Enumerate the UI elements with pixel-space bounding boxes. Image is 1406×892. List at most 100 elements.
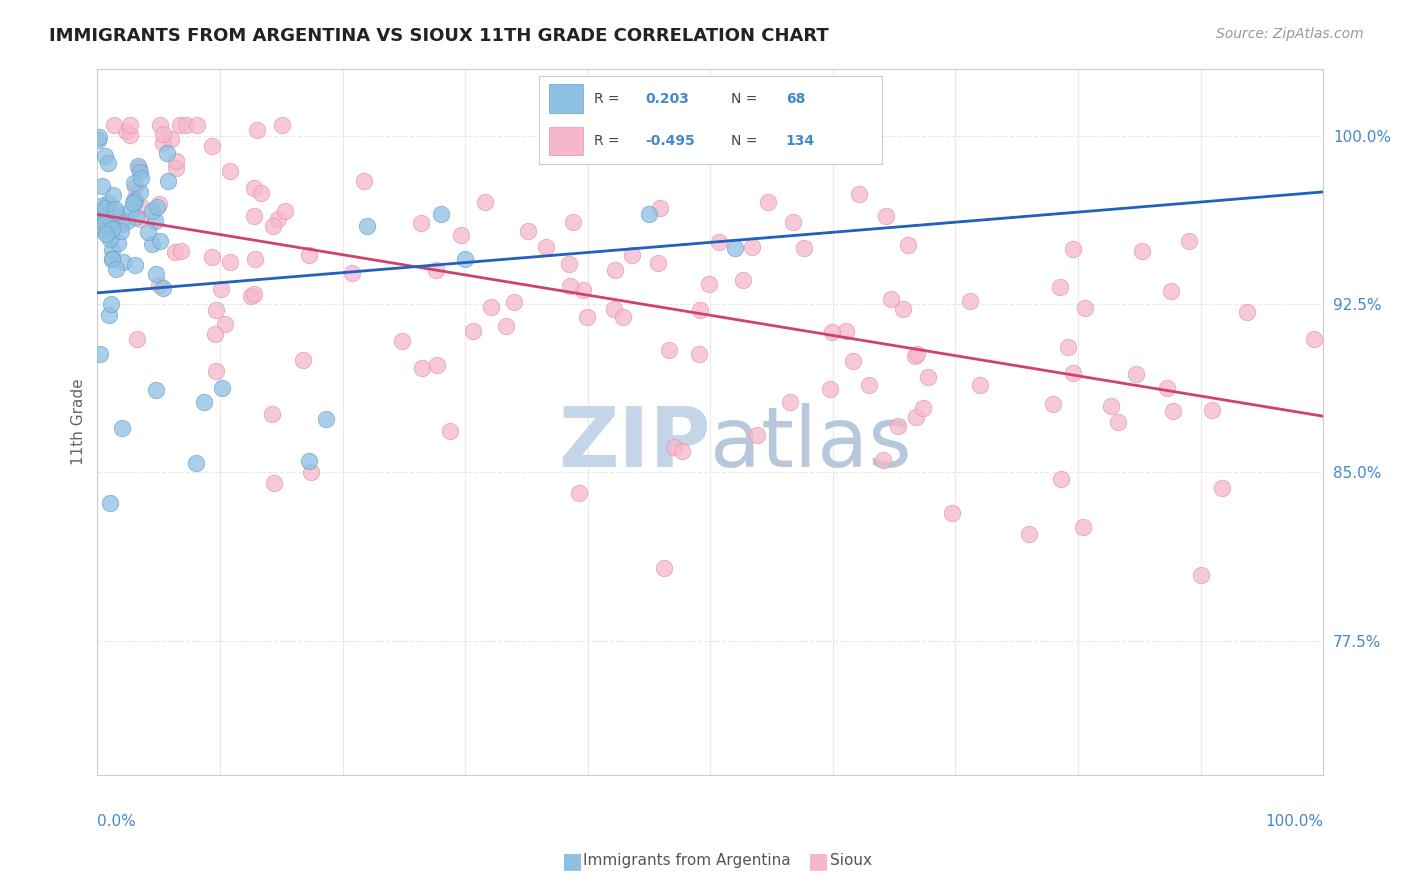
Point (291, 352, 314, 367)
Text: Sioux: Sioux (830, 854, 872, 868)
Point (1130, 244, 1153, 259)
Point (243, 252, 266, 266)
Point (297, 248, 319, 262)
Point (101, 222, 124, 236)
Point (620, 248, 643, 262)
Point (842, 354, 865, 368)
Point (104, 205, 127, 219)
Point (89, 347, 111, 361)
Point (1191, 567, 1213, 582)
Point (141, 237, 163, 252)
Point (111, 254, 134, 268)
Point (201, 139, 224, 153)
Point (568, 486, 591, 500)
Point (534, 240, 557, 254)
Point (872, 452, 894, 467)
Point (1073, 301, 1095, 315)
Point (149, 118, 172, 132)
Point (94, 215, 117, 229)
Point (779, 395, 801, 409)
Point (91, 219, 114, 234)
Point (145, 268, 167, 282)
Point (136, 225, 159, 239)
Point (662, 440, 685, 454)
Point (201, 251, 224, 265)
Point (98, 308, 121, 322)
Point (105, 209, 128, 223)
Point (128, 161, 150, 176)
Point (94, 201, 117, 215)
Point (479, 300, 502, 314)
Point (266, 212, 288, 227)
Point (193, 395, 215, 409)
Point (724, 241, 747, 255)
Point (969, 378, 991, 392)
Point (104, 202, 127, 217)
Point (733, 273, 755, 287)
Point (124, 193, 146, 207)
Point (1211, 481, 1233, 495)
Point (111, 421, 134, 435)
Point (145, 384, 167, 398)
Point (211, 381, 233, 395)
Point (652, 561, 675, 575)
Point (87, 130, 110, 145)
Point (186, 456, 208, 470)
Point (263, 475, 285, 490)
Point (218, 254, 240, 268)
Point (143, 214, 166, 228)
Point (127, 332, 149, 346)
Point (91, 211, 114, 226)
Point (821, 325, 844, 339)
Point (391, 334, 413, 348)
Point (299, 465, 322, 479)
Point (127, 159, 149, 173)
Point (907, 347, 929, 361)
Point (1161, 403, 1184, 417)
Point (439, 425, 461, 439)
Point (502, 294, 524, 309)
Point (835, 324, 858, 338)
Point (240, 289, 263, 303)
Point (270, 118, 292, 132)
Point (893, 302, 915, 317)
Point (103, 188, 125, 202)
Point (571, 283, 593, 297)
Point (91, 223, 114, 237)
Point (205, 303, 228, 318)
Point (820, 382, 842, 396)
Point (98, 232, 121, 246)
Point (100, 297, 122, 311)
Point (115, 213, 138, 227)
Point (204, 326, 226, 341)
Point (1236, 305, 1258, 319)
Point (875, 209, 897, 223)
Point (96, 227, 118, 241)
Point (274, 204, 297, 219)
Point (474, 194, 496, 209)
Point (917, 370, 939, 384)
Point (697, 277, 720, 292)
Point (603, 301, 626, 316)
Point (124, 211, 146, 225)
Point (647, 256, 669, 270)
Point (243, 181, 266, 195)
Point (128, 186, 150, 200)
Text: ZIP: ZIP (558, 402, 710, 483)
Point (1071, 520, 1094, 534)
Point (450, 227, 472, 242)
Point (340, 266, 363, 280)
Point (174, 118, 197, 132)
Point (741, 240, 763, 254)
Point (1302, 332, 1324, 346)
Point (100, 495, 122, 509)
Point (454, 252, 477, 267)
Point (911, 401, 934, 415)
Point (848, 186, 870, 201)
Point (169, 118, 191, 132)
Point (148, 277, 170, 292)
Point (756, 195, 779, 210)
Point (160, 132, 183, 146)
Point (1062, 242, 1084, 256)
Point (1042, 397, 1064, 411)
